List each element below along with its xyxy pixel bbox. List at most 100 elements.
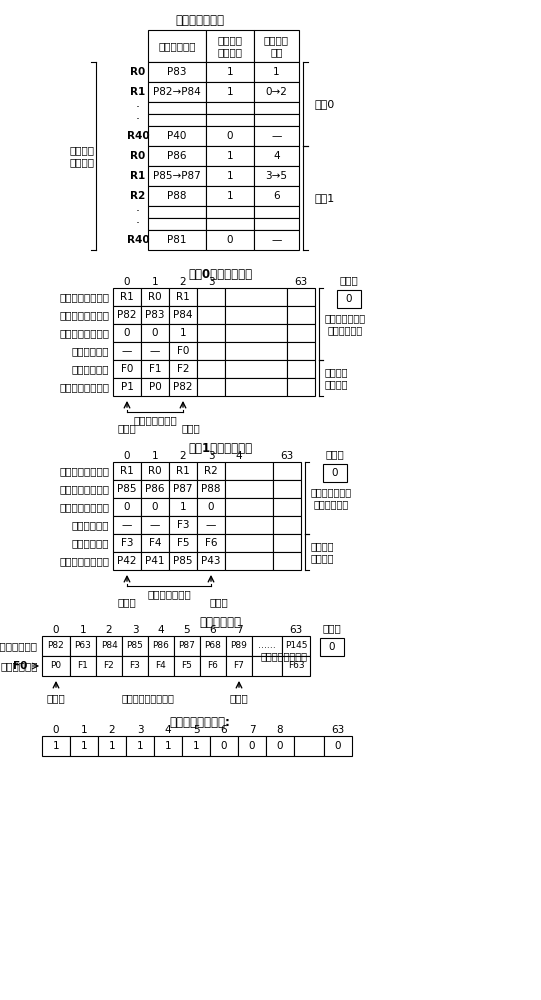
Text: P82: P82: [173, 382, 193, 392]
Bar: [197, 498, 225, 516]
Bar: [225, 534, 273, 552]
Bar: [294, 736, 324, 756]
Text: 2: 2: [180, 277, 186, 287]
Text: 头指针: 头指针: [117, 423, 136, 433]
Text: —: —: [206, 520, 216, 530]
Text: ·: ·: [136, 218, 140, 231]
Text: 线程0: 线程0: [315, 99, 335, 109]
Text: P40: P40: [167, 131, 187, 141]
Text: P88: P88: [167, 191, 187, 201]
Bar: [197, 480, 225, 498]
Bar: [287, 378, 315, 396]
Text: F3: F3: [177, 520, 189, 530]
Bar: [206, 146, 254, 166]
Text: 0: 0: [227, 235, 233, 245]
Bar: [197, 360, 225, 378]
Bar: [169, 360, 197, 378]
Text: P87: P87: [179, 642, 195, 650]
Text: 2: 2: [105, 625, 113, 635]
Text: 头指针: 头指针: [117, 597, 136, 607]
Text: 3→5: 3→5: [266, 171, 287, 181]
Text: P87: P87: [173, 484, 193, 494]
Bar: [206, 230, 254, 250]
Text: 飞行记分牌号: 飞行记分牌号: [71, 538, 109, 548]
Bar: [282, 636, 310, 656]
Text: 2: 2: [180, 451, 186, 461]
Text: 0: 0: [151, 328, 159, 338]
Text: 3: 3: [208, 451, 214, 461]
Bar: [197, 534, 225, 552]
Text: F0: F0: [121, 364, 133, 374]
Text: ·: ·: [136, 113, 140, 126]
Text: 历史记分牌有效位: 历史记分牌有效位: [59, 328, 109, 338]
Text: R0: R0: [148, 292, 162, 302]
Text: F6: F6: [208, 662, 219, 670]
Bar: [226, 656, 252, 676]
Bar: [169, 516, 197, 534]
Text: 飞行记分牌屏蔽位:: 飞行记分牌屏蔽位:: [169, 716, 230, 729]
Bar: [141, 498, 169, 516]
Text: F5: F5: [177, 538, 189, 548]
Bar: [141, 534, 169, 552]
Text: R1: R1: [176, 292, 190, 302]
Text: 飞行的指令信息: 飞行的指令信息: [133, 415, 177, 425]
Text: 飞行逻辑寄存器号: 飞行逻辑寄存器号: [59, 466, 109, 476]
Bar: [148, 636, 174, 656]
Bar: [148, 62, 206, 82]
Bar: [225, 288, 287, 306]
Bar: [141, 324, 169, 342]
Bar: [254, 62, 299, 82]
Text: 0: 0: [346, 294, 352, 304]
Text: R1: R1: [120, 466, 134, 476]
Bar: [282, 656, 310, 676]
Text: P83: P83: [167, 67, 187, 77]
Text: 63: 63: [280, 451, 294, 461]
Text: 历史记分牌号: 历史记分牌号: [71, 520, 109, 530]
Bar: [42, 736, 70, 756]
Text: 7: 7: [236, 625, 242, 635]
Bar: [225, 360, 287, 378]
Text: F5: F5: [182, 662, 193, 670]
Text: P85: P85: [127, 642, 143, 650]
Text: 飞行逻辑寄存器号: 飞行逻辑寄存器号: [59, 292, 109, 302]
Text: P84: P84: [101, 642, 117, 650]
Text: 4: 4: [236, 451, 242, 461]
Text: 1: 1: [227, 191, 233, 201]
Text: 物理寄存器号: 物理寄存器号: [159, 41, 196, 51]
Text: 3: 3: [208, 277, 214, 287]
Text: P83: P83: [145, 310, 165, 320]
Bar: [254, 206, 299, 218]
Bar: [200, 656, 226, 676]
Bar: [324, 736, 352, 756]
Text: 0: 0: [53, 725, 60, 735]
Bar: [96, 656, 122, 676]
Bar: [113, 498, 141, 516]
Text: 空闲记分牌号: 空闲记分牌号: [1, 661, 38, 671]
Bar: [113, 360, 141, 378]
Text: 63: 63: [294, 277, 308, 287]
Text: 用于指令
提交回收: 用于指令 提交回收: [325, 367, 348, 389]
Text: F63: F63: [288, 662, 304, 670]
Bar: [70, 736, 98, 756]
Text: 飞行记分
牌有效位: 飞行记分 牌有效位: [217, 35, 242, 57]
Bar: [206, 62, 254, 82]
Text: P1: P1: [121, 382, 134, 392]
Text: F4: F4: [156, 662, 167, 670]
Text: 1: 1: [52, 741, 60, 751]
Bar: [197, 288, 225, 306]
Text: 0: 0: [124, 502, 130, 512]
Bar: [169, 552, 197, 570]
Text: 1: 1: [273, 67, 280, 77]
Text: 5: 5: [184, 625, 190, 635]
Text: 尾指针: 尾指针: [47, 693, 65, 703]
Bar: [141, 516, 169, 534]
Text: 历史物理寄存器号: 历史物理寄存器号: [59, 382, 109, 392]
Text: 0: 0: [53, 625, 60, 635]
Bar: [113, 534, 141, 552]
Text: R1: R1: [176, 466, 190, 476]
Bar: [206, 82, 254, 102]
Bar: [148, 126, 206, 146]
Text: 0: 0: [221, 741, 227, 751]
Bar: [148, 218, 206, 230]
Bar: [148, 146, 206, 166]
